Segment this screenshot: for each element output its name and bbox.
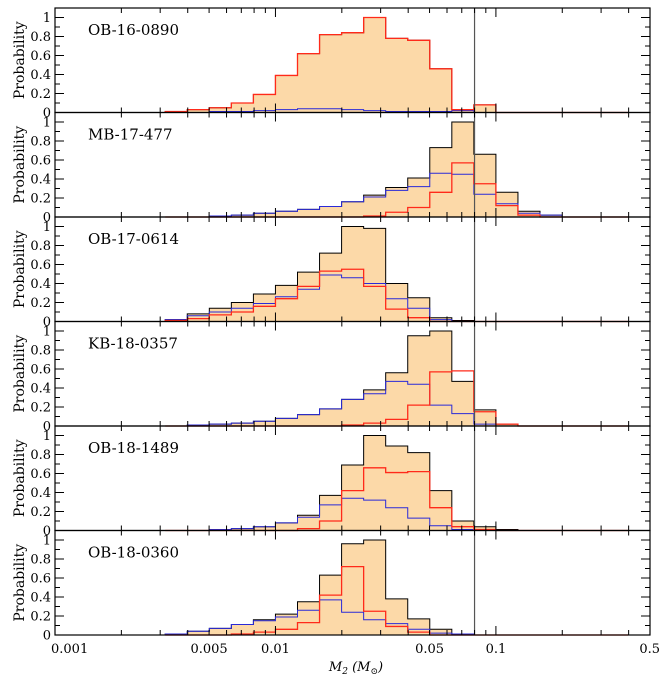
y-tick-label: 0.2 (30, 87, 51, 102)
x-tick-label: 0.05 (415, 642, 444, 657)
x-tick-label: 0.01 (261, 642, 290, 657)
y-tick-label: 0.6 (30, 572, 51, 587)
panel-label: OB-16-0890 (88, 21, 179, 39)
y-axis-label: Probability (12, 230, 28, 308)
blue-histogram (165, 172, 629, 218)
y-tick-label: 1 (43, 116, 51, 131)
x-axis: 0.001 0.005 0.01 0.05 0.1 0.5 M2 (M⊙) (51, 642, 660, 677)
x-axis-label: M2 (M⊙) (328, 660, 383, 677)
y-tick-label: 0 (43, 629, 51, 644)
y-tick-label: 0.2 (30, 296, 51, 311)
y-tick-label: 0.6 (30, 363, 51, 378)
y-tick-label: 0.4 (30, 486, 51, 501)
x-tick-label: 0.1 (486, 642, 507, 657)
y-tick-label: 0.6 (30, 258, 51, 273)
y-axis-label: Probability (12, 335, 28, 413)
total-fill (165, 122, 629, 217)
x-tick-label: 0.001 (51, 642, 88, 657)
panel-kb-18-0357: 0 0.2 0.4 0.6 0.8 1 Probability KB-18-0357 (12, 320, 651, 435)
total-fill (165, 17, 629, 113)
panel-label: OB-18-1489 (88, 439, 179, 457)
y-tick-label: 1 (43, 220, 51, 235)
panel-ob-16-0890: 0 0.2 0.4 0.6 0.8 1 Probability OB-16-0890 (12, 7, 651, 121)
y-tick-label: 0 (43, 420, 51, 435)
y-tick-label: 0.8 (30, 448, 51, 463)
total-fill (165, 540, 629, 635)
total-fill (165, 435, 629, 531)
y-tick-label: 1 (43, 429, 51, 444)
y-tick-label: 0.4 (30, 591, 51, 606)
panel-ob-18-1489: 0 0.2 0.4 0.6 0.8 1 Probability OB-18-1489 (12, 425, 651, 539)
x-tick-label: 0.005 (190, 642, 227, 657)
y-tick-label: 0 (43, 524, 51, 539)
y-tick-label: 0.4 (30, 173, 51, 188)
y-tick-label: 0.2 (30, 610, 51, 625)
panel-label: KB-18-0357 (88, 335, 178, 353)
total-fill (165, 226, 629, 322)
y-tick-label: 0 (43, 106, 51, 121)
y-tick-label: 1 (43, 325, 51, 340)
y-axis-label: Probability (12, 544, 28, 622)
panel-label: OB-18-0360 (88, 544, 179, 562)
panel-label: MB-17-477 (88, 126, 173, 144)
panel-ob-17-0614: 0 0.2 0.4 0.6 0.8 1 Probability OB-17-0614 (12, 216, 651, 330)
y-tick-label: 0.4 (30, 277, 51, 292)
y-axis-label: Probability (12, 439, 28, 517)
panel-mb-17-477: 0 0.2 0.4 0.6 0.8 1 Probability MB-17-477 (12, 111, 651, 226)
y-tick-label: 0 (43, 315, 51, 330)
y-tick-label: 0.2 (30, 192, 51, 207)
panel-label: OB-17-0614 (88, 230, 179, 248)
x-tick-label: 0.5 (639, 642, 660, 657)
y-tick-label: 0.6 (30, 154, 51, 169)
y-tick-label: 0.8 (30, 135, 51, 150)
y-tick-label: 0.6 (30, 49, 51, 64)
y-tick-label: 0.6 (30, 467, 51, 482)
y-axis-label: Probability (12, 21, 28, 99)
y-tick-label: 0.8 (30, 553, 51, 568)
y-tick-label: 0.8 (30, 344, 51, 359)
y-tick-label: 0.2 (30, 401, 51, 416)
y-tick-label: 0.4 (30, 68, 51, 83)
panel-ob-18-0360: 0 0.2 0.4 0.6 0.8 1 Probability OB-18-0360 (12, 529, 651, 644)
y-axis-label: Probability (12, 126, 28, 204)
y-tick-label: 0.4 (30, 382, 51, 397)
total-fill (165, 331, 629, 426)
y-tick-label: 1 (43, 11, 51, 26)
y-tick-label: 0.2 (30, 505, 51, 520)
y-tick-label: 0.8 (30, 30, 51, 45)
y-tick-label: 1 (43, 534, 51, 549)
panel-frame (54, 529, 651, 636)
y-tick-label: 0.8 (30, 239, 51, 254)
y-tick-label: 0 (43, 211, 51, 226)
